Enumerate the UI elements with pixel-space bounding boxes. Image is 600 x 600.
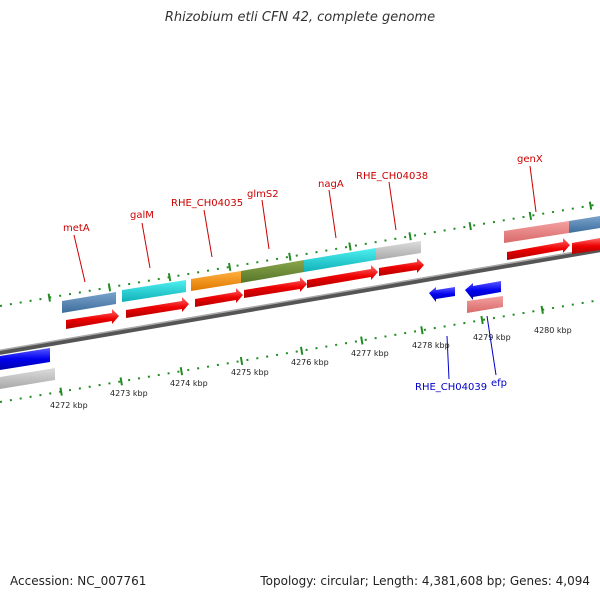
cds-arrow-glmS2[interactable] — [244, 277, 307, 298]
kbp-label-4272: 4272 kbp — [50, 401, 88, 410]
forward-major-tick — [408, 232, 412, 241]
accession-label: Accession: NC_007761 — [10, 574, 147, 588]
forward-scale-track — [0, 203, 600, 307]
reverse-major-tick — [300, 346, 304, 355]
forward-major-tick — [107, 283, 112, 292]
gene-label-RHE_CH04039[interactable]: RHE_CH04039 — [415, 382, 487, 393]
map-title: Rhizobium etli CFN 42, complete genome — [164, 10, 436, 25]
reverse-major-tick — [480, 315, 484, 325]
category-box-genX[interactable] — [504, 221, 569, 243]
cds-arrow-nagA[interactable] — [307, 265, 378, 288]
reverse-scale-ticks — [59, 305, 544, 396]
reverse-scale-track — [0, 299, 600, 403]
kbp-label-4273: 4273 kbp — [110, 389, 148, 398]
cds-arrow-galM[interactable] — [126, 297, 189, 318]
reverse-major-tick — [420, 326, 424, 335]
category-box-RHE_CH04038[interactable] — [376, 241, 421, 260]
leader-RHE_CH04038 — [388, 181, 397, 231]
kbp-label-4275: 4275 kbp — [231, 368, 269, 377]
category-box-galM[interactable] — [122, 280, 186, 302]
kbp-label-4279: 4279 kbp — [473, 333, 511, 342]
genome-backbone — [0, 247, 600, 355]
forward-major-tick — [468, 221, 472, 231]
reverse-major-tick — [360, 336, 364, 345]
category-box-RHE_CH04035[interactable] — [191, 271, 241, 291]
genome-backbone-highlight — [0, 246, 600, 352]
forward-major-tick — [288, 252, 292, 261]
reverse-major-tick — [59, 387, 63, 396]
leader-RHE_CH04039 — [446, 335, 450, 380]
cds-arrow-next[interactable] — [572, 238, 600, 254]
gene-label-genX[interactable]: genX — [517, 154, 543, 165]
leader-galM — [141, 222, 151, 269]
gene-label-galM[interactable]: galM — [130, 210, 154, 221]
leader-RHE_CH04035 — [203, 209, 213, 258]
kbp-label-4274: 4274 kbp — [170, 379, 208, 388]
kbp-label-4277: 4277 kbp — [351, 349, 389, 358]
gene-label-RHE_CH04038[interactable]: RHE_CH04038 — [356, 171, 428, 182]
cds-arrow-genX[interactable] — [507, 238, 570, 260]
kbp-label-4276: 4276 kbp — [291, 358, 329, 367]
forward-major-tick — [47, 293, 51, 302]
gene-label-nagA[interactable]: nagA — [318, 179, 344, 190]
cds-arrow-metA[interactable] — [66, 309, 119, 329]
forward-major-tick — [348, 242, 352, 251]
kbp-label-4280: 4280 kbp — [534, 326, 572, 335]
reverse-major-tick — [179, 367, 184, 376]
category-box-next[interactable] — [569, 216, 600, 233]
category-box-glmS2[interactable] — [241, 260, 304, 283]
gene-label-metA[interactable]: metA — [63, 223, 90, 234]
category-box-efp[interactable] — [467, 296, 503, 313]
forward-major-tick — [588, 201, 593, 210]
reverse-major-tick — [540, 305, 544, 314]
forward-major-tick — [228, 262, 232, 272]
label-leaders — [73, 165, 537, 380]
gene-label-RHE_CH04035[interactable]: RHE_CH04035 — [171, 198, 243, 209]
leader-metA — [73, 234, 86, 283]
category-box-left-blue[interactable] — [0, 348, 50, 370]
leader-efp — [486, 315, 497, 376]
category-box-metA[interactable] — [62, 292, 116, 313]
category-box-nagA[interactable] — [304, 248, 376, 272]
forward-scale-ticks — [47, 201, 593, 302]
gene-label-glmS2[interactable]: glmS2 — [247, 189, 279, 200]
reverse-major-tick — [119, 377, 123, 386]
cds-arrow-RHE_CH04039[interactable] — [429, 287, 455, 302]
cds-arrow-RHE_CH04035[interactable] — [195, 288, 243, 307]
forward-major-tick — [167, 273, 172, 282]
gene-label-efp[interactable]: efp — [491, 378, 507, 389]
reverse-major-tick — [239, 356, 244, 366]
cds-arrow-RHE_CH04038[interactable] — [379, 258, 424, 276]
leader-glmS2 — [261, 199, 270, 250]
leader-nagA — [328, 189, 337, 239]
kbp-label-4278: 4278 kbp — [412, 341, 450, 350]
summary-label: Topology: circular; Length: 4,381,608 bp… — [260, 574, 590, 588]
category-box-left-grey[interactable] — [0, 368, 55, 389]
cds-arrow-efp[interactable] — [465, 281, 501, 300]
forward-major-tick — [528, 211, 533, 220]
leader-genX — [529, 165, 537, 213]
